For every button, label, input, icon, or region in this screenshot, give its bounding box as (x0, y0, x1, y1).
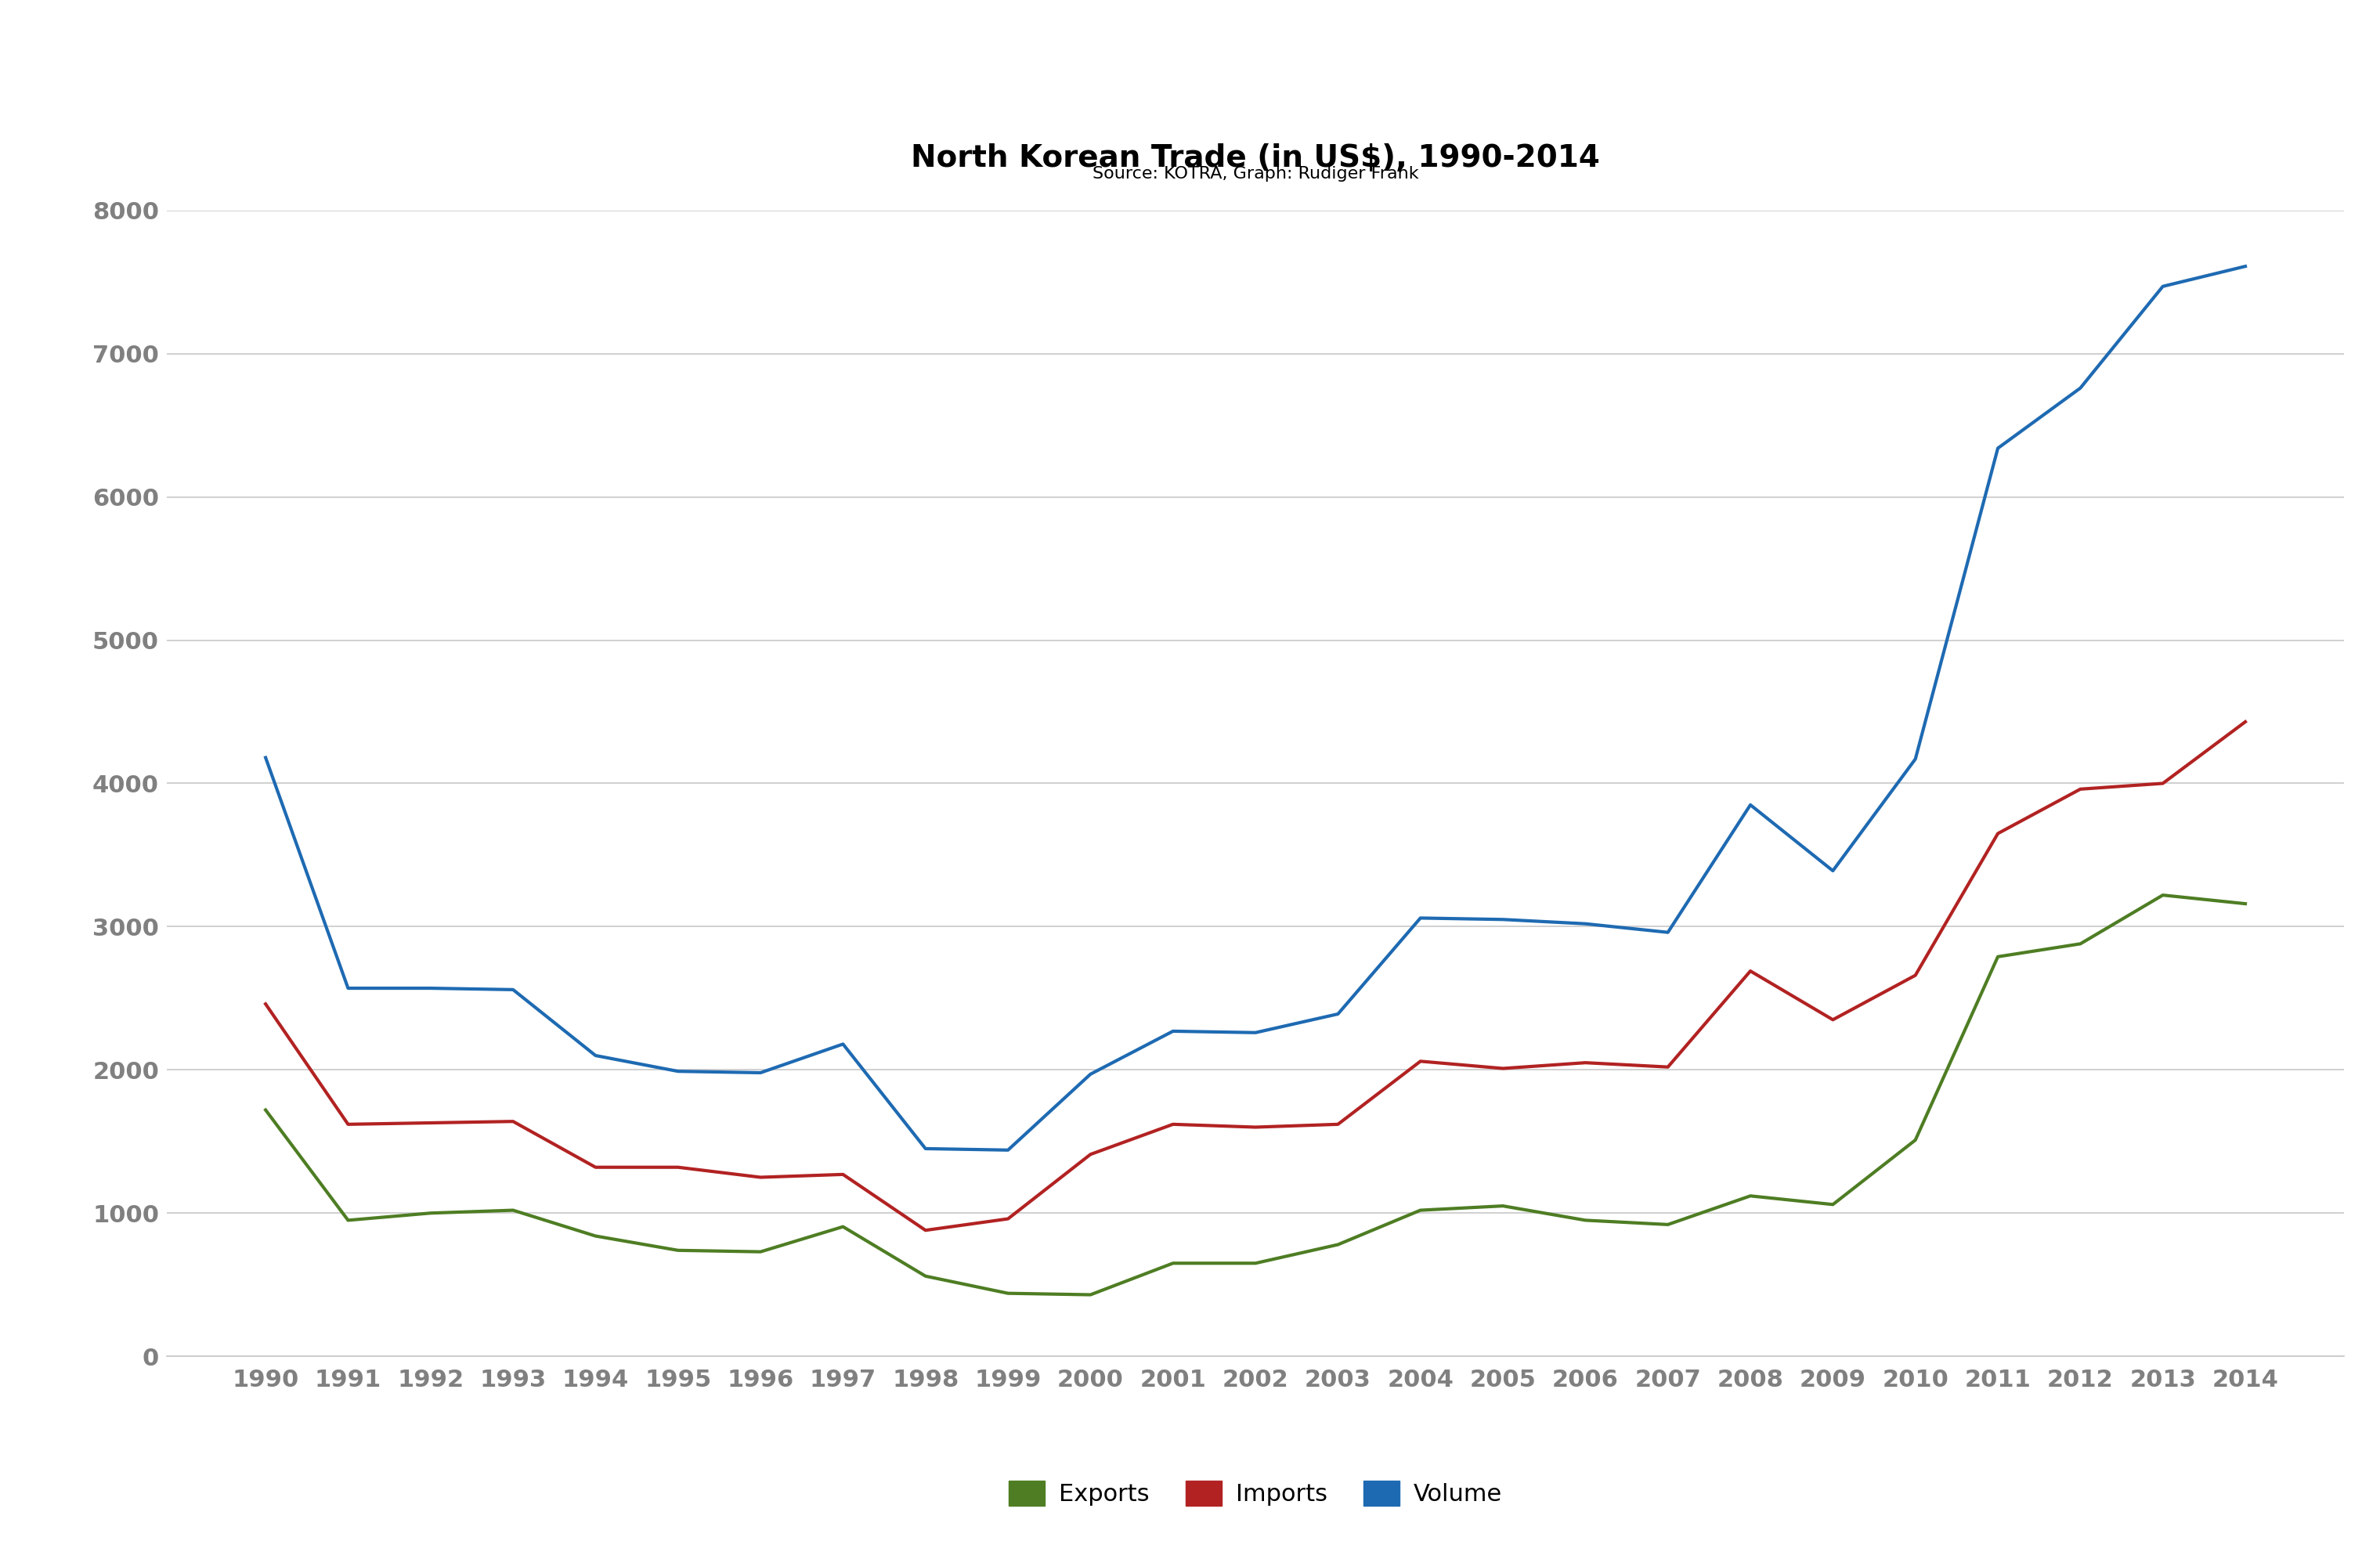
Volume (1654, 923, 1683, 942)
Exports (828, 1218, 857, 1236)
Exports (1983, 948, 2011, 967)
Exports (1735, 1186, 1764, 1205)
Imports (1076, 1144, 1104, 1163)
Imports (664, 1158, 693, 1177)
Exports (416, 1204, 445, 1222)
Volume (828, 1035, 857, 1054)
Volume (747, 1063, 776, 1082)
Exports (1902, 1130, 1930, 1149)
Text: Source: KOTRA, Graph: Rudiger Frank: Source: KOTRA, Graph: Rudiger Frank (1092, 167, 1418, 182)
Imports (1407, 1052, 1435, 1071)
Imports (1323, 1115, 1352, 1133)
Volume (1571, 915, 1599, 934)
Exports (1407, 1200, 1435, 1219)
Exports (2230, 895, 2259, 914)
Volume (333, 979, 362, 998)
Volume (912, 1140, 940, 1158)
Exports (1323, 1235, 1352, 1253)
Volume (2230, 257, 2259, 276)
Imports (1654, 1057, 1683, 1076)
Volume (2149, 278, 2178, 296)
Imports (2230, 712, 2259, 731)
Volume (581, 1046, 609, 1065)
Volume (1323, 1004, 1352, 1023)
Imports (1488, 1059, 1516, 1077)
Exports (747, 1243, 776, 1261)
Exports (333, 1211, 362, 1230)
Imports (500, 1112, 528, 1130)
Imports (1818, 1010, 1847, 1029)
Imports (912, 1221, 940, 1239)
Exports (2066, 934, 2094, 953)
Exports (1242, 1253, 1271, 1272)
Exports (664, 1241, 693, 1260)
Volume (1407, 909, 1435, 928)
Imports (333, 1115, 362, 1133)
Exports (1571, 1211, 1599, 1230)
Imports (581, 1158, 609, 1177)
Exports (995, 1285, 1023, 1303)
Line: Imports: Imports (267, 722, 2244, 1230)
Volume (1159, 1021, 1188, 1040)
Volume (1735, 795, 1764, 814)
Imports (1735, 962, 1764, 981)
Imports (2149, 773, 2178, 792)
Volume (500, 981, 528, 999)
Volume (1902, 750, 1930, 769)
Volume (1488, 910, 1516, 929)
Imports (995, 1210, 1023, 1228)
Exports (1654, 1214, 1683, 1233)
Volume (252, 748, 281, 767)
Volume (995, 1141, 1023, 1160)
Exports (581, 1227, 609, 1246)
Exports (1818, 1196, 1847, 1214)
Exports (252, 1101, 281, 1119)
Volume (1983, 440, 2011, 458)
Volume (416, 979, 445, 998)
Imports (252, 995, 281, 1013)
Exports (1159, 1253, 1188, 1272)
Line: Exports: Exports (267, 895, 2244, 1294)
Imports (747, 1168, 776, 1186)
Volume (1818, 862, 1847, 881)
Exports (1488, 1197, 1516, 1216)
Volume (1242, 1023, 1271, 1041)
Volume (1076, 1065, 1104, 1084)
Exports (912, 1267, 940, 1286)
Exports (1076, 1285, 1104, 1303)
Volume (2066, 379, 2094, 398)
Imports (1983, 825, 2011, 843)
Imports (416, 1113, 445, 1132)
Imports (1571, 1054, 1599, 1073)
Imports (2066, 780, 2094, 798)
Imports (1159, 1115, 1188, 1133)
Exports (500, 1200, 528, 1219)
Imports (828, 1165, 857, 1183)
Volume (664, 1062, 693, 1080)
Title: North Korean Trade (in US$), 1990-2014: North Korean Trade (in US$), 1990-2014 (912, 143, 1599, 173)
Exports (2149, 886, 2178, 904)
Legend: Exports, Imports, Volume: Exports, Imports, Volume (1000, 1472, 1511, 1515)
Line: Volume: Volume (267, 267, 2244, 1151)
Imports (1902, 967, 1930, 985)
Imports (1242, 1118, 1271, 1137)
